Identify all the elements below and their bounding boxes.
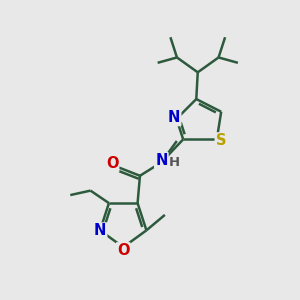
Text: N: N (155, 153, 167, 168)
Text: O: O (106, 156, 118, 171)
Text: N: N (94, 224, 106, 238)
Text: S: S (216, 134, 226, 148)
Text: O: O (117, 243, 130, 258)
Text: N: N (168, 110, 180, 125)
Text: H: H (168, 157, 179, 169)
